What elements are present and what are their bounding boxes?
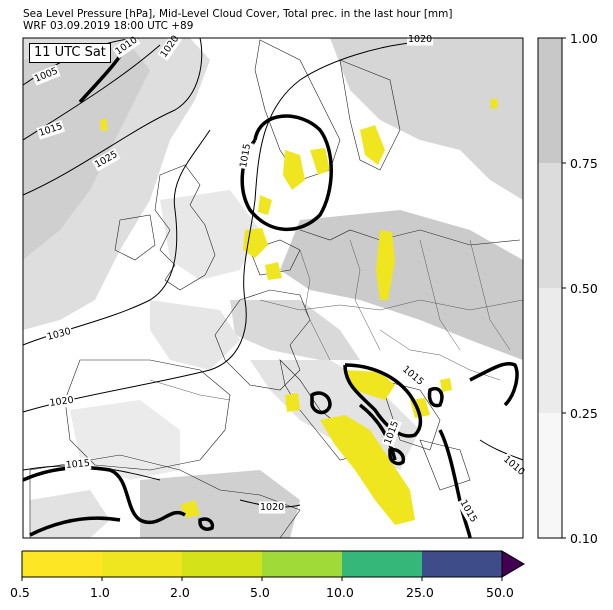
precipitation-areas [100,98,498,525]
precip-tick-label: 5.0 [250,585,270,600]
isobar-label-halo [237,141,254,170]
isobar-label: 1020 [408,34,432,45]
isobars-thick [22,39,519,539]
cloud-tick-label: 1.00 [570,31,598,46]
isobar-label: 1020 [49,395,74,409]
precip-tick-label: 0.5 [10,585,30,600]
precip-tick-label: 1.0 [90,585,110,600]
isobar-label-halo [112,33,141,59]
colorbar-band [538,163,562,288]
colorbar-band [538,413,562,538]
isobar-label-halo [157,32,183,61]
colorbar-band [342,551,422,577]
cloud-tick-label: 0.50 [570,281,598,296]
isobar-label-halo [381,418,402,448]
cloud-tick-label: 0.75 [570,156,598,171]
colorbar-band [22,551,102,577]
map-panel: 1005 1010 1020 1015 1025 1020 1015 1030 … [22,32,528,539]
precip-tick-label: 2.0 [170,585,190,600]
cloud-tick-label: 0.10 [570,531,598,546]
colorbar-band [422,551,502,577]
precip-tick-label: 25.0 [406,585,434,600]
colorbar-band [538,38,562,163]
cloud-cover-colorbar [537,37,566,539]
precip-colorbar [21,550,525,581]
cloud-cover-areas [23,38,523,538]
map-subtitle: WRF 03.09.2019 18:00 UTC +89 [23,20,194,32]
map-title: Sea Level Pressure [hPa], Mid-Level Clou… [23,8,453,20]
colorbar-extend-arrow [501,550,525,578]
isobar-label: 1015 [65,458,90,471]
isobar-label-halo [31,64,61,86]
isobar-label: 1020 [260,502,284,513]
isobar-label-halo [456,496,480,526]
isobar-label-halo [398,362,427,389]
isobar-label-halo [259,501,286,514]
isobar-label-halo [64,457,92,472]
colorbar-band [262,551,342,577]
isobar-label-halo [499,452,528,479]
isobar-label-halo [44,325,74,344]
isobar-label-halo [407,33,434,46]
isobar-label-halo [36,120,66,140]
colorbar-band [538,288,562,413]
isobar-label-halo [91,148,121,172]
isobar-label: 1015 [238,143,253,169]
colorbar-band [102,551,182,577]
precip-tick-label: 10.0 [326,585,354,600]
colorbar-band [182,551,262,577]
cloud-tick-label: 0.25 [570,406,598,421]
precip-tick-label: 50.0 [486,585,514,600]
isobar-label-halo [47,394,76,410]
valid-time-label: 11 UTC Sat [29,43,111,63]
